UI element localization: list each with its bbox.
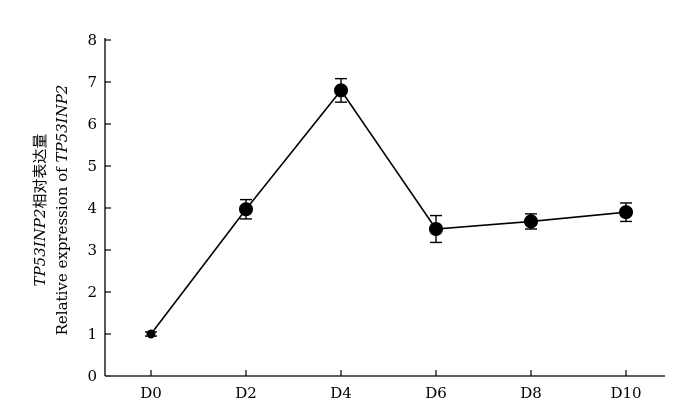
y-tick-label-5: 5 <box>87 157 97 175</box>
x-tick-label-D0: D0 <box>140 384 162 402</box>
y-axis-title: TP53INP2相对表达量 Relative expression of TP5… <box>31 85 71 336</box>
y-axis-title-cn: 相对表达量 <box>31 134 49 209</box>
y-tick-label-8: 8 <box>87 31 97 49</box>
y-axis-title-gene-1: TP53INP2 <box>31 209 49 287</box>
y-axis-title-line1: TP53INP2相对表达量 <box>31 134 49 287</box>
x-tick-label-D8: D8 <box>520 384 542 402</box>
x-tick-label-D4: D4 <box>330 384 352 402</box>
x-tick-label-D10: D10 <box>610 384 641 402</box>
data-point-D6 <box>429 222 443 236</box>
y-ticks: 0 1 2 3 4 5 6 7 8 <box>87 31 111 385</box>
x-tick-label-D2: D2 <box>235 384 257 402</box>
y-axis-title-line2: Relative expression of TP53INP2 <box>53 85 71 336</box>
series-line-0 <box>150 89 627 335</box>
data-point-D2 <box>239 202 253 217</box>
y-tick-label-4: 4 <box>87 199 97 217</box>
y-tick-label-7: 7 <box>87 73 97 91</box>
series <box>145 77 633 339</box>
y-tick-label-1: 1 <box>87 325 97 343</box>
y-tick-label-6: 6 <box>87 115 97 133</box>
y-tick-label-3: 3 <box>87 241 97 259</box>
data-point-D8 <box>524 214 538 229</box>
y-axis-title-en: Relative expression of <box>53 163 71 336</box>
axes <box>104 38 665 377</box>
y-tick-label-2: 2 <box>87 283 97 301</box>
data-point-D10 <box>619 205 633 220</box>
x-tick-label-D6: D6 <box>425 384 447 402</box>
data-point-D0 <box>146 329 156 339</box>
x-ticks: D0 D2 D4 D6 D8 D10 <box>140 370 642 402</box>
data-point-D4 <box>334 83 348 98</box>
y-axis-title-gene-2: TP53INP2 <box>53 85 71 163</box>
y-tick-label-0: 0 <box>87 367 97 385</box>
